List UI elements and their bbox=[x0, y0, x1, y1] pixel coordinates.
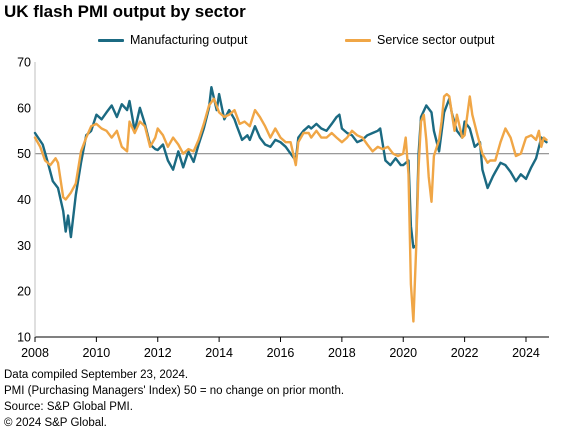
footnotes: Data compiled September 23, 2024. PMI (P… bbox=[4, 367, 344, 431]
y-tick-label: 50 bbox=[17, 147, 31, 161]
x-tick-label: 2024 bbox=[512, 346, 540, 360]
chart-title: UK flash PMI output by sector bbox=[4, 2, 246, 21]
x-tick-label: 2022 bbox=[451, 346, 479, 360]
y-axis: 10 20 30 40 50 60 70 bbox=[17, 56, 31, 345]
y-tick-label: 70 bbox=[17, 56, 31, 70]
legend-item-services: Service sector output bbox=[345, 33, 494, 47]
legend-swatch-services bbox=[345, 38, 371, 42]
legend-label-manufacturing: Manufacturing output bbox=[130, 33, 248, 47]
footnote-compiled: Data compiled September 23, 2024. bbox=[4, 369, 189, 381]
x-tick-label: 2010 bbox=[82, 346, 110, 360]
service-sector-output-line bbox=[33, 92, 548, 323]
y-tick-label: 30 bbox=[17, 239, 31, 253]
y-tick-label: 40 bbox=[17, 193, 31, 207]
x-axis: 2008 2010 2012 2014 2016 2018 2020 2022 2024 bbox=[21, 337, 540, 360]
legend-swatch-manufacturing bbox=[98, 38, 124, 42]
legend-item-manufacturing: Manufacturing output bbox=[98, 33, 247, 47]
footnote-pmi-definition: PMI (Purchasing Managers' Index) 50 = no… bbox=[4, 385, 345, 397]
y-tick-label: 10 bbox=[17, 331, 31, 345]
y-tick-label: 20 bbox=[17, 285, 31, 299]
x-tick-label: 2016 bbox=[267, 346, 295, 360]
y-tick-label: 60 bbox=[17, 101, 31, 115]
x-tick-label: 2008 bbox=[21, 346, 49, 360]
x-tick-label: 2014 bbox=[205, 346, 233, 360]
x-tick-label: 2012 bbox=[144, 346, 172, 360]
x-tick-label: 2018 bbox=[328, 346, 356, 360]
chart-legend: Manufacturing output Service sector outp… bbox=[0, 33, 564, 49]
series-layer bbox=[33, 86, 548, 323]
legend-label-services: Service sector output bbox=[377, 33, 495, 47]
x-tick-label: 2020 bbox=[389, 346, 417, 360]
footnote-copyright: © 2024 S&P Global. bbox=[4, 417, 107, 429]
footnote-source: Source: S&P Global PMI. bbox=[4, 401, 133, 413]
manufacturing-output-line bbox=[33, 86, 548, 249]
